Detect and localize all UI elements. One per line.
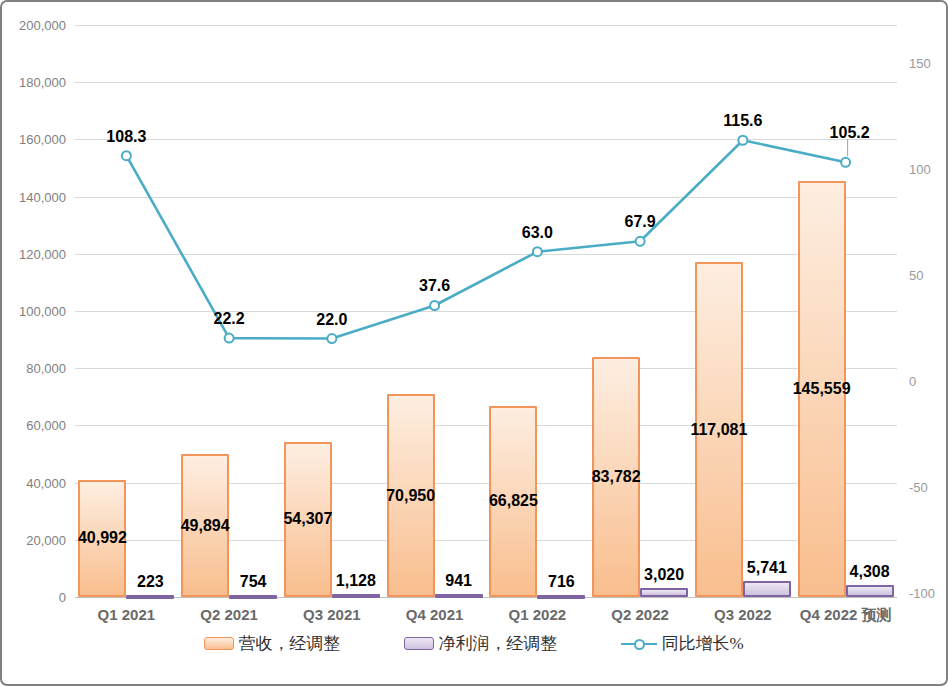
growth-line-marker <box>841 158 850 167</box>
net-profit-bar <box>846 585 894 597</box>
left-axis-tick-label: 60,000 <box>2 418 66 433</box>
growth-line-marker <box>430 301 439 310</box>
left-axis-tick-label: 80,000 <box>2 361 66 376</box>
category-label: Q2 2022 <box>611 606 669 623</box>
net-profit-value-label: 941 <box>445 572 472 590</box>
category-label: Q3 2022 <box>714 606 772 623</box>
net-profit-bar <box>229 595 277 599</box>
category-label: Q4 2021 <box>406 606 464 623</box>
net-profit-bar <box>537 595 585 599</box>
revenue-value-label: 70,950 <box>386 487 435 505</box>
net-profit-bar <box>743 581 791 597</box>
legend: 营收，经调整 净利润，经调整 同比增长% <box>2 632 946 655</box>
growth-line-marker <box>636 237 645 246</box>
growth-line-marker <box>327 334 336 343</box>
growth-value-label: 37.6 <box>419 277 450 295</box>
growth-value-label: 108.3 <box>106 128 146 146</box>
revenue-value-label: 145,559 <box>793 380 851 398</box>
growth-value-label: 115.6 <box>723 112 762 130</box>
revenue-value-label: 117,081 <box>690 421 747 439</box>
right-axis-tick-label: -50 <box>909 480 928 495</box>
chart-frame: 200,000 180,000 160,000 140,000 120,000 100,0… <box>0 0 948 686</box>
right-axis-tick-label: 100 <box>909 162 931 177</box>
growth-value-label: 22.2 <box>214 310 245 328</box>
left-axis-tick-label: 100,000 <box>2 304 66 319</box>
growth-line-swatch-icon <box>621 638 657 650</box>
grid-line <box>75 425 897 426</box>
right-axis-tick-label: 150 <box>909 56 931 71</box>
growth-value-label: 67.9 <box>625 213 656 231</box>
grid-line <box>75 311 897 312</box>
growth-value-label: 63.0 <box>522 224 553 242</box>
net-profit-value-label: 3,020 <box>644 566 684 584</box>
category-label: Q3 2021 <box>303 606 361 623</box>
legend-item-net-profit: 净利润，经调整 <box>404 632 557 655</box>
legend-line-marker-icon <box>634 639 645 650</box>
category-label: Q4 2022 预测 <box>800 606 892 625</box>
left-axis-tick-label: 0 <box>2 590 66 605</box>
left-axis-tick-label: 40,000 <box>2 475 66 490</box>
left-axis-tick-label: 180,000 <box>2 75 66 90</box>
revenue-value-label: 54,307 <box>283 510 332 528</box>
grid-line <box>75 254 897 255</box>
x-axis-line <box>75 597 897 598</box>
net-profit-swatch-icon <box>404 637 434 650</box>
net-profit-bar <box>640 588 688 597</box>
legend-item-revenue: 营收，经调整 <box>204 632 340 655</box>
net-profit-bar <box>435 594 483 598</box>
growth-value-label: 22.0 <box>316 311 347 329</box>
left-axis-tick-label: 20,000 <box>2 532 66 547</box>
revenue-swatch-icon <box>204 637 234 650</box>
right-axis-tick-label: -100 <box>909 586 935 601</box>
net-profit-bar <box>332 594 380 598</box>
net-profit-bar <box>126 595 174 599</box>
right-axis-tick-label: 50 <box>909 268 923 283</box>
growth-line-marker <box>225 334 234 343</box>
net-profit-value-label: 5,741 <box>747 559 787 577</box>
grid-line <box>75 82 897 83</box>
growth-value-label: 105.2 <box>830 124 870 142</box>
revenue-value-label: 49,894 <box>181 517 230 535</box>
legend-label: 净利润，经调整 <box>438 632 557 655</box>
growth-line-marker <box>533 247 542 256</box>
grid-line <box>75 368 897 369</box>
grid-line <box>75 25 897 26</box>
left-axis-tick-label: 200,000 <box>2 18 66 33</box>
category-label: Q2 2021 <box>200 606 258 623</box>
legend-label: 同比增长% <box>661 632 743 655</box>
growth-line-marker <box>122 151 131 160</box>
revenue-value-label: 40,992 <box>78 529 127 547</box>
net-profit-value-label: 4,308 <box>850 563 890 581</box>
right-axis-tick-label: 0 <box>909 374 916 389</box>
category-label: Q1 2021 <box>98 606 156 623</box>
left-axis-tick-label: 140,000 <box>2 189 66 204</box>
grid-line <box>75 139 897 140</box>
revenue-value-label: 66,825 <box>489 492 538 510</box>
net-profit-value-label: 1,128 <box>336 572 376 590</box>
grid-line <box>75 197 897 198</box>
net-profit-value-label: 716 <box>548 573 575 591</box>
left-axis-tick-label: 120,000 <box>2 246 66 261</box>
left-axis-tick-label: 160,000 <box>2 132 66 147</box>
legend-label: 营收，经调整 <box>238 632 340 655</box>
revenue-value-label: 83,782 <box>592 468 641 486</box>
net-profit-value-label: 754 <box>240 573 267 591</box>
category-label: Q1 2022 <box>509 606 567 623</box>
legend-item-growth: 同比增长% <box>621 632 743 655</box>
net-profit-value-label: 223 <box>137 573 164 591</box>
